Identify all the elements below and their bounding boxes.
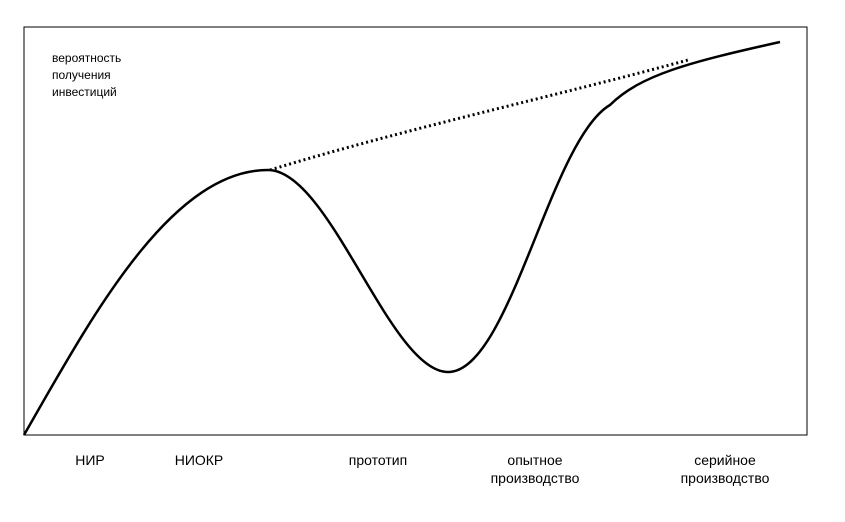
stage-label: НИР: [75, 452, 105, 468]
axis-label: вероятность: [52, 51, 121, 65]
expected-curve: [269, 58, 689, 172]
axis-label: инвестиций: [52, 85, 117, 99]
stage-label: опытное: [507, 452, 562, 468]
axis-label: получения: [52, 68, 111, 82]
stage-label: производство: [491, 470, 580, 486]
stage-label: прототип: [349, 452, 407, 468]
stage-label: производство: [681, 470, 770, 486]
frame: [23, 26, 808, 436]
stage-label: НИОКР: [175, 452, 224, 468]
labels: вероятность получения инвестиций НИР НИОКР пр…: [52, 51, 770, 486]
probability-curve: [22, 40, 781, 436]
stage-label: серийное: [694, 452, 756, 468]
